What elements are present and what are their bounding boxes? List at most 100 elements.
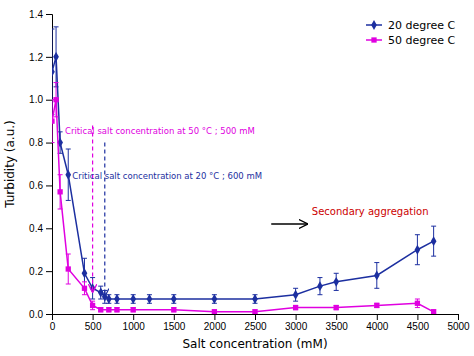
error-bar (334, 273, 339, 290)
error-bar (431, 226, 436, 256)
x-tick-label: 1500 (163, 321, 186, 332)
point (98, 307, 103, 312)
legend-label: 20 degree C (388, 19, 456, 32)
error-bar (82, 282, 87, 295)
series-line (52, 100, 434, 312)
error-bar-cap (415, 307, 420, 308)
x-tick-mark (377, 314, 378, 320)
x-tick: 4000 (366, 314, 389, 332)
y-axis-title: Turbidity (a.u.) (3, 120, 17, 209)
error-bar (114, 295, 119, 304)
error-bar (293, 305, 298, 309)
point (66, 266, 71, 271)
error-bar-cap (54, 26, 59, 27)
x-tick-label: 0 (50, 321, 56, 332)
x-tick-label: 2500 (244, 321, 267, 332)
y-tick-mark (46, 314, 52, 315)
x-tick: 3500 (326, 314, 349, 332)
error-bar (114, 308, 119, 312)
x-tick-mark (255, 314, 256, 320)
y-tick-label: 0.6 (29, 180, 43, 191)
error-bar-cap (415, 234, 420, 235)
error-bar-cap (317, 277, 322, 278)
x-tick-mark (296, 314, 297, 320)
error-bar-cap (317, 294, 322, 295)
legend: 20 degree C 50 degree C (366, 19, 456, 47)
x-tick-label: 1000 (123, 321, 146, 332)
point (130, 294, 136, 304)
error-bar (317, 278, 322, 295)
y-tick: 1.4 (29, 9, 52, 20)
x-tick: 0 (50, 314, 56, 332)
point (415, 301, 420, 306)
y-tick: 0.2 (29, 266, 52, 277)
point (53, 97, 58, 102)
point (147, 294, 153, 304)
y-tick-label: 0.4 (29, 223, 43, 234)
error-bar-cap (293, 288, 298, 289)
error-bar-cap (293, 301, 298, 302)
y-tick-mark (46, 57, 52, 58)
error-bar-cap (90, 301, 95, 302)
point (212, 309, 217, 314)
point (106, 307, 111, 312)
y-tick-label: 0.0 (29, 309, 43, 320)
series (52, 83, 436, 314)
legend-item: 50 degree C (366, 34, 456, 47)
point (374, 271, 380, 281)
x-tick: 500 (85, 314, 102, 332)
point (82, 286, 87, 291)
y-tick-mark (46, 185, 52, 186)
x-tick: 3000 (285, 314, 308, 332)
y-tick-mark (46, 228, 52, 229)
error-bar (58, 175, 63, 209)
x-tick-label: 4000 (366, 321, 389, 332)
error-bar-cap (431, 256, 436, 257)
point (52, 67, 55, 77)
error-bar-cap (98, 286, 103, 287)
error-bar-cap (90, 299, 95, 300)
error-bar (52, 100, 55, 143)
error-bar (98, 308, 103, 312)
error-bar (54, 27, 59, 87)
error-bar-cap (431, 226, 436, 227)
x-tick-label: 3000 (285, 321, 308, 332)
point (82, 268, 88, 278)
x-tick-mark (336, 314, 337, 320)
annotation: Critical salt concentration at 50 °C ; 5… (65, 126, 255, 136)
annotation: Critical salt concentration at 20 °C ; 6… (72, 171, 262, 181)
y-tick-label: 1.0 (29, 94, 43, 105)
x-tick-label: 4500 (407, 321, 430, 332)
y-axis-line (46, 15, 53, 315)
error-bar-cap (415, 299, 420, 300)
error-bar-cap (52, 142, 55, 143)
error-bar-cap (66, 284, 71, 285)
annotations: Critical salt concentration at 50 °C ; 5… (65, 126, 428, 224)
y-tick-label: 1.4 (29, 9, 43, 20)
y-tick: 0.8 (29, 137, 52, 148)
plot-area: 0 500 1000 1500 2000 2500 3000 3500 4000 4500 5000… (3, 9, 470, 351)
point (171, 294, 177, 304)
point (90, 303, 95, 308)
error-bar-cap (58, 209, 63, 210)
x-axis-title: Salt concentration (mM) (182, 337, 327, 351)
error-bar-cap (82, 281, 87, 282)
error-bar (147, 295, 152, 304)
error-bar (212, 295, 217, 304)
error-bar-cap (90, 277, 95, 278)
point (131, 307, 136, 312)
error-bar (415, 235, 420, 265)
error-bar-cap (82, 294, 87, 295)
x-axis: 0 500 1000 1500 2000 2500 3000 3500 4000 4500 5000 (50, 314, 470, 332)
legend-symbol (371, 20, 377, 30)
point (57, 189, 62, 194)
x-tick: 5000 (447, 314, 470, 332)
point (114, 294, 120, 304)
point (293, 290, 299, 300)
x-tick-mark (133, 314, 134, 320)
x-tick-mark (214, 314, 215, 320)
x-tick: 2000 (204, 314, 227, 332)
error-bar (253, 310, 258, 314)
error-bar-cap (334, 290, 339, 291)
series-line (52, 57, 434, 299)
